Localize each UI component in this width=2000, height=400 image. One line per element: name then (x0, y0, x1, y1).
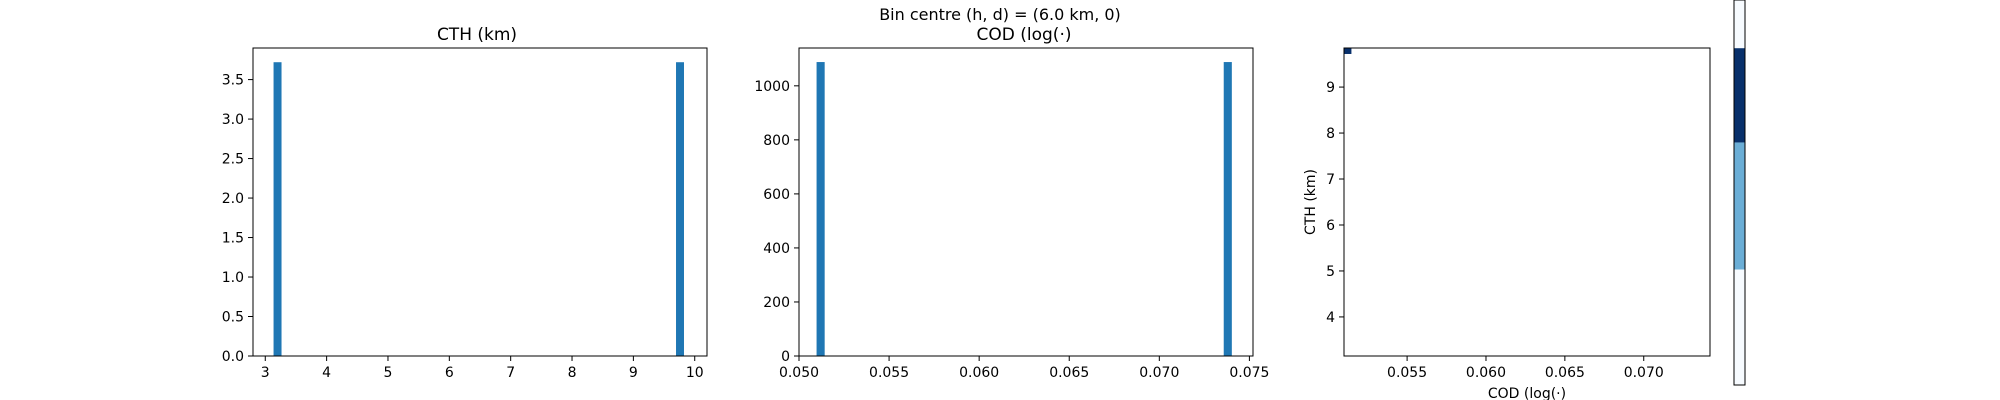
cth-y-tick-label: 2.0 (222, 191, 244, 207)
cth-plot-frame (252, 47, 708, 357)
joint-y-tick-label: 5 (1326, 264, 1335, 280)
colorbar-segments (1734, 0, 1745, 385)
cth-axes: 3 4 5 6 7 8 9 10 0.0 0.5 1.0 1.5 2.0 2.5 3.0 3.5 (222, 73, 704, 381)
joint-x-axis-label: COD (log(·) (1488, 386, 1566, 400)
cth-bars (273, 62, 684, 356)
cod-y-tick-label: 400 (763, 241, 790, 257)
panel-cod-title: COD (log(·) (977, 25, 1072, 45)
cth-y-tick-label: 3.0 (222, 112, 244, 128)
cth-x-tick-label: 4 (322, 365, 331, 381)
joint-cell (1344, 48, 1352, 54)
cth-x-tick-label: 3 (261, 365, 270, 381)
panel-joint-histogram: 0.055 0.060 0.065 0.070 4 5 6 7 8 9 COD (log(·) C… (1303, 47, 1711, 400)
figure-suptitle: Bin centre (h, d) = (6.0 km, 0) (879, 5, 1121, 24)
cth-bar (273, 62, 282, 356)
cod-bar (1223, 62, 1232, 356)
cod-y-tick-label: 0 (781, 349, 790, 365)
panel-cth-title: CTH (km) (437, 25, 517, 45)
colorbar-segment (1734, 142, 1745, 270)
joint-y-tick-label: 6 (1326, 218, 1335, 234)
joint-y-axis-label: CTH (km) (1303, 169, 1319, 235)
cth-y-tick-label: 0.5 (222, 310, 244, 326)
colorbar (1733, 0, 1746, 386)
cth-x-tick-label: 6 (445, 365, 454, 381)
cth-x-tick-label: 8 (568, 365, 577, 381)
cth-x-tick-label: 5 (384, 365, 393, 381)
cod-y-tick-label: 800 (763, 133, 790, 149)
joint-x-tick-label: 0.070 (1624, 365, 1664, 381)
cod-x-tick-label: 0.060 (959, 365, 999, 381)
joint-x-tick-label: 0.065 (1545, 365, 1585, 381)
cth-bar (676, 62, 684, 356)
cod-bar (816, 62, 825, 356)
cod-y-tick-label: 200 (763, 295, 790, 311)
panel-cth-histogram: CTH (km) 3 4 5 6 7 8 9 100.00.51.01.52.02.53.03… (222, 25, 708, 381)
cth-y-tick-label: 0.0 (222, 349, 244, 365)
joint-y-tick-label: 7 (1326, 172, 1335, 188)
cth-y-tick-label: 1.0 (222, 270, 244, 286)
joint-y-tick-label: 9 (1326, 80, 1335, 96)
cth-x-tick-label: 9 (629, 365, 638, 381)
cod-axes: 0.050 0.055 0.060 0.065 0.070 0.075 0 200 400 600… (754, 79, 1269, 381)
cod-bars (816, 62, 1232, 356)
cth-y-tick-label: 3.5 (222, 73, 244, 89)
cod-y-tick-label: 1000 (754, 79, 790, 95)
cth-x-tick-label: 10 (686, 365, 704, 381)
colorbar-frame (1733, 0, 1746, 386)
cod-y-tick-label: 600 (763, 187, 790, 203)
joint-axes: 0.055 0.060 0.065 0.070 4 5 6 7 8 9 (1326, 80, 1664, 381)
cod-x-tick-label: 0.070 (1139, 365, 1179, 381)
joint-cells (1344, 48, 1352, 54)
joint-plot-frame (1343, 47, 1711, 357)
cod-x-tick-label: 0.075 (1229, 365, 1269, 381)
joint-y-tick-label: 8 (1326, 126, 1335, 142)
cod-plot-frame (798, 47, 1254, 357)
colorbar-segment (1734, 0, 1745, 49)
colorbar-segment (1734, 269, 1745, 385)
cod-x-tick-label: 0.050 (779, 365, 819, 381)
cth-x-tick-label: 7 (506, 365, 515, 381)
cth-y-tick-label: 1.5 (222, 231, 244, 247)
joint-x-tick-label: 0.055 (1387, 365, 1427, 381)
cod-x-tick-label: 0.065 (1049, 365, 1089, 381)
cth-y-tick-label: 2.5 (222, 152, 244, 168)
colorbar-segment (1734, 48, 1745, 143)
cod-x-tick-label: 0.055 (869, 365, 909, 381)
joint-x-tick-label: 0.060 (1466, 365, 1506, 381)
panel-cod-histogram: COD (log(·) 0.050 0.055 0.060 0.065 0.070 0.0… (754, 25, 1269, 381)
joint-y-tick-label: 4 (1326, 310, 1335, 326)
